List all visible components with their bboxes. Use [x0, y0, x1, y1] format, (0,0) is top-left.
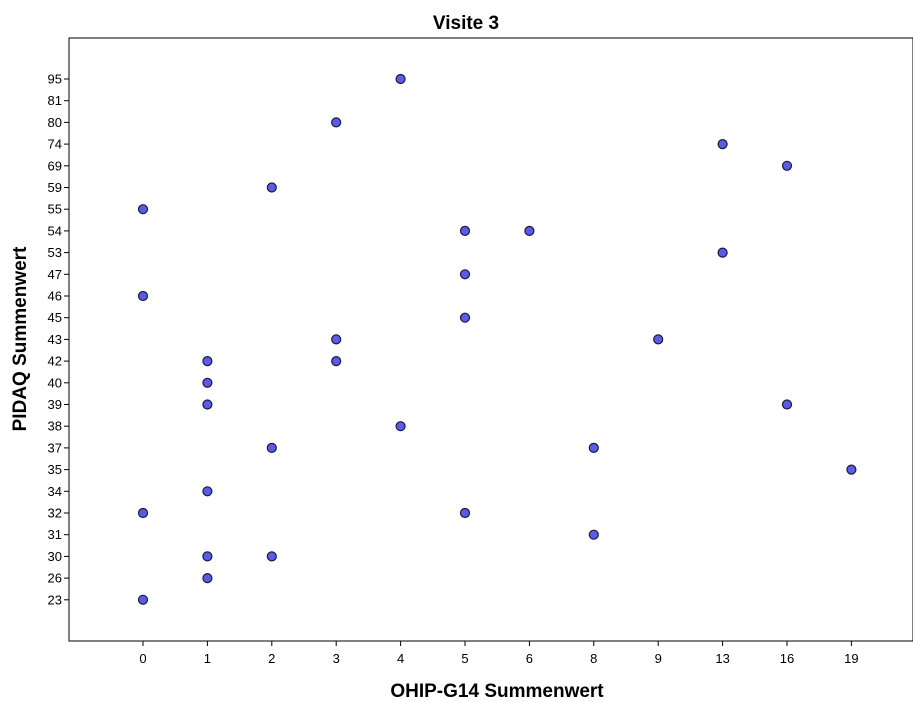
data-point [266, 182, 277, 193]
y-tick-label: 40 [48, 375, 62, 390]
y-tick-label: 26 [48, 571, 62, 586]
data-point [331, 117, 342, 128]
x-tick-label: 9 [655, 651, 662, 666]
x-axis-ticks: 0 1 2 3 4 5 6 8 9 13 16 19 [139, 641, 859, 666]
data-point [202, 356, 213, 367]
y-tick-label: 32 [48, 506, 62, 521]
y-tick-label: 69 [48, 158, 62, 173]
y-tick-label: 30 [48, 549, 62, 564]
x-tick-label: 4 [397, 651, 404, 666]
x-tick-label: 5 [461, 651, 468, 666]
x-tick-label: 1 [204, 651, 211, 666]
y-tick-label: 47 [48, 267, 62, 282]
x-tick-label: 13 [715, 651, 729, 666]
y-tick-label: 35 [48, 462, 62, 477]
data-point [717, 139, 728, 150]
y-tick-label: 59 [48, 180, 62, 195]
data-point [202, 572, 213, 584]
y-tick-label: 31 [48, 527, 62, 542]
data-point [395, 421, 406, 432]
data-point [846, 464, 857, 475]
data-point [266, 551, 277, 562]
y-tick-label: 74 [48, 137, 62, 152]
y-tick-label: 53 [48, 245, 62, 260]
data-point [202, 551, 213, 562]
x-tick-label: 3 [333, 651, 340, 666]
y-axis-label: PIDAQ Summenwert [10, 246, 31, 431]
y-tick-label: 43 [48, 332, 62, 347]
data-point [459, 269, 471, 280]
data-point [717, 247, 728, 258]
data-points [137, 73, 857, 605]
y-tick-label: 95 [48, 72, 62, 87]
y-tick-label: 39 [48, 397, 62, 412]
data-point [266, 442, 277, 453]
y-tick-label: 37 [48, 440, 62, 455]
y-tick-label: 34 [48, 484, 62, 499]
data-point [331, 334, 342, 345]
x-tick-label: 6 [526, 651, 533, 666]
data-point [459, 225, 471, 236]
x-tick-label: 8 [590, 651, 597, 666]
data-point [524, 225, 535, 236]
y-tick-label: 46 [48, 289, 62, 304]
y-tick-label: 55 [48, 202, 62, 217]
data-point [137, 204, 149, 215]
data-point [137, 594, 149, 605]
data-point [202, 486, 213, 497]
data-point [459, 312, 471, 323]
y-tick-label: 42 [48, 354, 62, 369]
x-tick-label: 19 [844, 651, 858, 666]
y-tick-label: 54 [48, 223, 62, 238]
data-point [459, 507, 471, 519]
y-tick-label: 23 [48, 592, 62, 607]
chart-title: Visite 3 [433, 13, 499, 34]
data-point [137, 507, 149, 519]
y-tick-label: 80 [48, 115, 62, 130]
data-point [137, 290, 149, 302]
data-point [395, 73, 406, 85]
data-point [202, 399, 213, 410]
x-axis-label: OHIP-G14 Summenwert [390, 681, 604, 702]
data-point [588, 442, 599, 453]
data-point [202, 377, 213, 388]
data-point [653, 334, 664, 345]
x-tick-label: 0 [139, 651, 146, 666]
x-tick-label: 2 [268, 651, 275, 666]
data-point [781, 399, 793, 410]
data-point [588, 529, 599, 540]
data-point [331, 356, 342, 367]
x-tick-label: 16 [780, 651, 794, 666]
plot-area [68, 37, 913, 642]
y-tick-label: 45 [48, 310, 62, 325]
y-tick-label: 38 [48, 419, 62, 434]
data-point [781, 160, 793, 171]
y-tick-label: 81 [48, 93, 62, 108]
y-axis-ticks: 23 26 30 31 32 34 35 37 38 39 40 42 43 45 46 47 53 54 55 59… [48, 72, 69, 607]
